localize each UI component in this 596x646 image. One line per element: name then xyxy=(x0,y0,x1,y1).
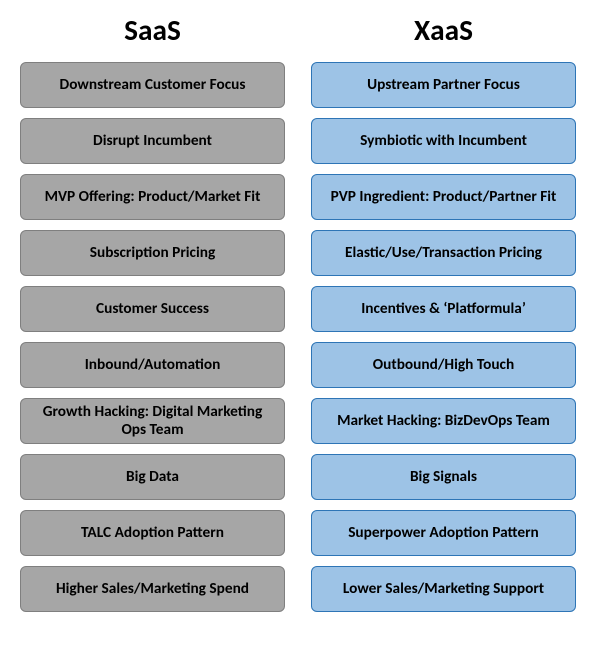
right-cell: Big Signals xyxy=(311,454,576,500)
right-cell: Market Hacking: BizDevOps Team xyxy=(311,398,576,444)
right-cell: Outbound/High Touch xyxy=(311,342,576,388)
left-cell: Subscription Pricing xyxy=(20,230,285,276)
left-cell: Growth Hacking: Digital Marketing Ops Te… xyxy=(20,398,285,444)
right-cell: Upstream Partner Focus xyxy=(311,62,576,108)
left-cell: Big Data xyxy=(20,454,285,500)
left-cell: Downstream Customer Focus xyxy=(20,62,285,108)
left-cell: Customer Success xyxy=(20,286,285,332)
left-cell: Higher Sales/Marketing Spend xyxy=(20,566,285,612)
left-cell: Disrupt Incumbent xyxy=(20,118,285,164)
comparison-grid: SaaS XaaS Downstream Customer Focus Upstr… xyxy=(20,12,576,612)
left-column-header: SaaS xyxy=(20,12,285,48)
left-cell: TALC Adoption Pattern xyxy=(20,510,285,556)
right-column-header: XaaS xyxy=(311,12,576,48)
right-cell: Lower Sales/Marketing Support xyxy=(311,566,576,612)
right-cell: Symbiotic with Incumbent xyxy=(311,118,576,164)
right-cell: PVP Ingredient: Product/Partner Fit xyxy=(311,174,576,220)
left-cell: MVP Offering: Product/Market Fit xyxy=(20,174,285,220)
right-cell: Elastic/Use/Transaction Pricing xyxy=(311,230,576,276)
right-cell: Superpower Adoption Pattern xyxy=(311,510,576,556)
left-cell: Inbound/Automation xyxy=(20,342,285,388)
right-cell: Incentives & ‘Platformula’ xyxy=(311,286,576,332)
